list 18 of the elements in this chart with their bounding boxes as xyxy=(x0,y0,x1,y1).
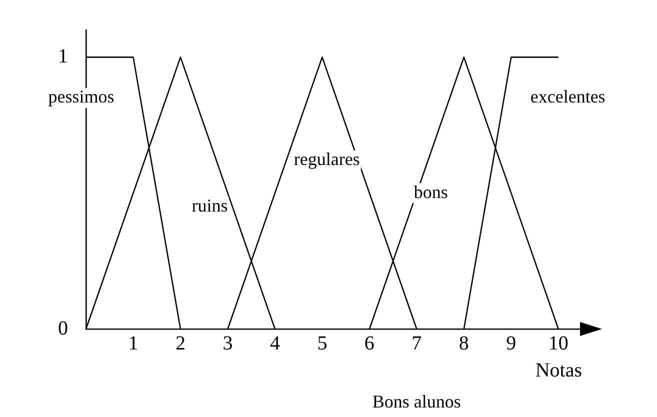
y-tick-label: 0 xyxy=(58,317,68,340)
x-tick-label: 5 xyxy=(317,332,328,354)
x-tick-label: 7 xyxy=(412,332,422,354)
series-label: pessimos xyxy=(48,86,114,107)
x-tick-label: 2 xyxy=(175,332,186,354)
x-tick-label: 1 xyxy=(128,332,138,354)
x-tick-label: 4 xyxy=(270,332,280,354)
series-label: bons xyxy=(414,182,448,202)
x-tick-label: 6 xyxy=(364,332,374,354)
x-tick-label: 8 xyxy=(458,332,469,354)
series-label: excelentes xyxy=(530,86,606,107)
series-label: ruins xyxy=(192,195,228,216)
text: Bons alunos xyxy=(372,392,461,412)
x-tick-label: 10 xyxy=(548,332,568,354)
x-tick-label: 9 xyxy=(506,332,516,354)
series-label: regulares xyxy=(294,149,360,170)
x-tick-label: 3 xyxy=(222,332,233,354)
x-axis-title: Notas xyxy=(535,359,582,382)
